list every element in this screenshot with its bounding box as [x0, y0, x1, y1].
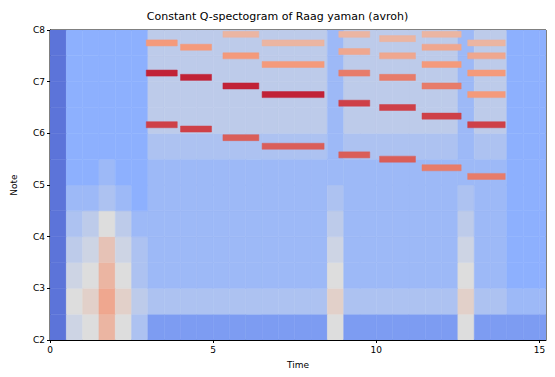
svg-text:C3: C3 — [33, 283, 45, 293]
svg-text:C4: C4 — [33, 232, 45, 242]
svg-text:Time: Time — [286, 360, 309, 370]
svg-text:10: 10 — [371, 345, 383, 355]
svg-text:C8: C8 — [33, 25, 45, 35]
svg-text:Note: Note — [9, 174, 19, 196]
svg-text:Constant Q-spectogram of Raag: Constant Q-spectogram of Raag yaman (avr… — [147, 10, 408, 23]
svg-text:C7: C7 — [33, 77, 45, 87]
svg-text:5: 5 — [210, 345, 216, 355]
svg-text:C5: C5 — [33, 180, 45, 190]
svg-text:C2: C2 — [33, 335, 45, 345]
svg-text:0: 0 — [47, 345, 53, 355]
svg-text:C6: C6 — [33, 128, 45, 138]
svg-text:15: 15 — [534, 345, 545, 355]
